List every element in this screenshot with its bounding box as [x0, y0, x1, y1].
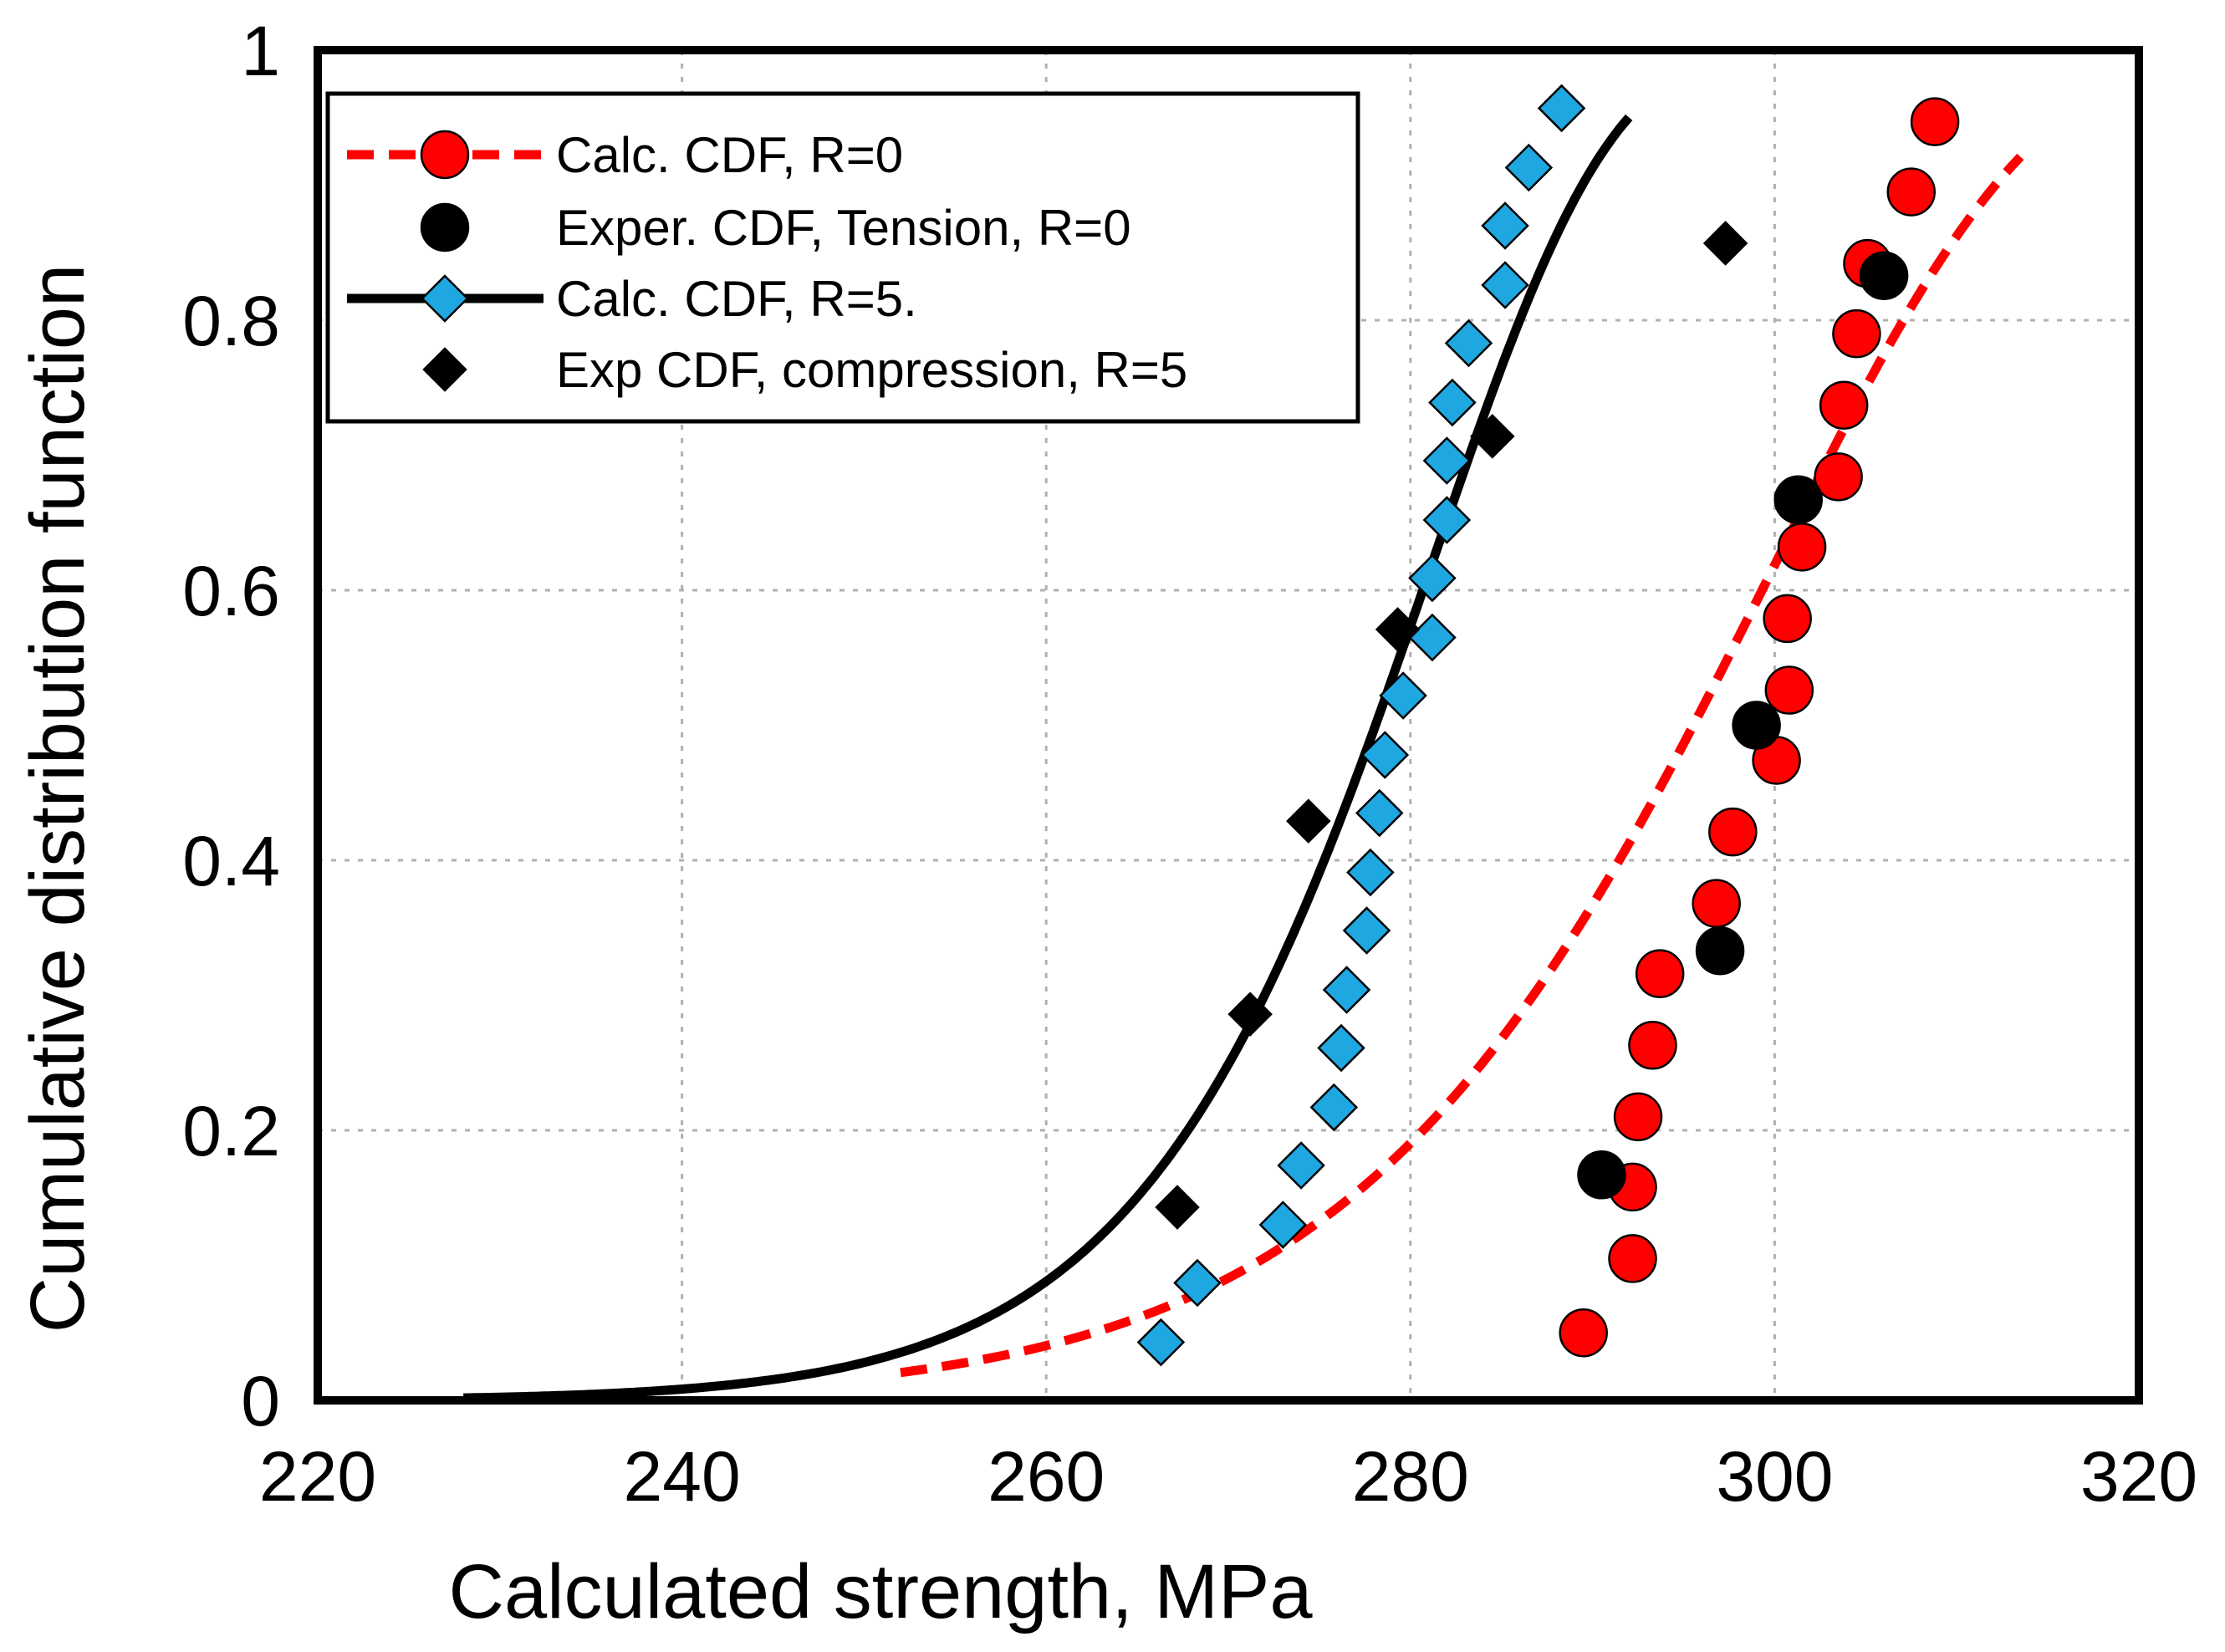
calc-cdf-r0-point — [1628, 1021, 1677, 1070]
legend-entries: Calc. CDF, R=0 Exper. CDF, Tension, R=0 Ca… — [347, 127, 1187, 398]
calc-cdf-r5-point — [1355, 788, 1404, 838]
calc-cdf-r5-point — [1408, 553, 1457, 603]
calc-cdf-r5-point — [1422, 496, 1472, 544]
calc-cdf-r5-point — [1322, 966, 1371, 1014]
legend-marker — [421, 274, 469, 323]
plot-frame — [314, 46, 2143, 1405]
calc-cdf-r5-point — [1428, 378, 1477, 427]
exper-cdf-tension-point — [1859, 251, 1909, 300]
exp-cdf-compression-point — [1286, 798, 1331, 844]
calc-cdf-r0-point — [1819, 380, 1869, 430]
calc-cdf-r5-point — [1258, 1201, 1308, 1249]
calc-cdf-r0-point — [1708, 807, 1758, 857]
legend-box — [325, 91, 1360, 424]
legend-entry: Calc. CDF, R=5. — [347, 271, 917, 327]
y-tick-label: 0.6 — [182, 552, 280, 630]
y-tick-label: 0 — [241, 1362, 280, 1440]
y-tick-label: 0.2 — [182, 1092, 280, 1170]
exper-cdf-tension-point — [1732, 701, 1781, 750]
calc-cdf-r0-point — [1832, 308, 1881, 359]
calc-cdf-r0-point — [1608, 1234, 1657, 1283]
y-axis-title: Cumulative distribution function — [15, 264, 100, 1333]
exper-cdf-tension-point — [1695, 925, 1745, 976]
calc-cdf-r5-point — [1481, 201, 1529, 250]
calc-cdf-r0-point — [1692, 879, 1741, 928]
calc-cdf-r5-point — [1379, 671, 1427, 720]
calc-cdf-r5-point — [1309, 1083, 1359, 1132]
x-tick-label: 260 — [987, 1437, 1105, 1516]
y-tick-label: 1 — [241, 12, 280, 90]
calc-cdf-r5-point — [1537, 84, 1586, 133]
calc-cdf-r0-point — [1635, 949, 1685, 998]
x-tick-label: 220 — [259, 1437, 376, 1516]
calc-cdf-r0-point — [1910, 97, 1960, 146]
exper-cdf-tension-point — [1773, 475, 1823, 525]
calc-cdf-r5-point — [1342, 906, 1391, 955]
calc-cdf-r0-point — [1559, 1308, 1608, 1358]
legend-label: Exper. CDF, Tension, R=0 — [556, 200, 1131, 256]
fitted-curves — [463, 114, 2024, 1403]
x-tick-label: 320 — [2080, 1437, 2197, 1516]
exp-cdf-compression-point — [1375, 607, 1421, 652]
calc-cdf-r0-curve — [900, 153, 2024, 1378]
x-tick-label: 240 — [624, 1437, 741, 1516]
data-markers — [1136, 84, 1960, 1367]
legend-entry: Exp CDF, compression, R=5 — [422, 342, 1187, 398]
calc-cdf-r5-point — [1317, 1023, 1365, 1073]
calc-cdf-r5-point — [1277, 1141, 1325, 1190]
legend-marker — [420, 202, 470, 252]
x-axis-title: Calculated strength, MPa — [449, 1549, 1314, 1634]
tick-labels: 220 240 260 280 300 320 0 0.2 0.4 0.6 0.8 1 — [182, 12, 2197, 1516]
calc-cdf-r5-point — [1422, 436, 1472, 485]
calc-cdf-r5-curve — [463, 114, 1633, 1403]
legend-label: Exp CDF, compression, R=5 — [556, 342, 1187, 398]
calc-cdf-r5-point — [1360, 731, 1410, 779]
calc-cdf-r0-point — [1613, 1092, 1663, 1142]
legend: Calc. CDF, R=0 Exper. CDF, Tension, R=0 Ca… — [325, 91, 1360, 424]
calc-cdf-r0-point — [1764, 665, 1814, 715]
calc-cdf-r0-point — [1814, 452, 1863, 502]
legend-marker — [420, 130, 470, 180]
x-tick-label: 280 — [1352, 1437, 1469, 1516]
exp-cdf-compression-point — [1470, 414, 1515, 459]
legend-entry: Calc. CDF, R=0 — [347, 127, 903, 183]
x-tick-label: 300 — [1716, 1437, 1833, 1516]
calc-cdf-r0-point — [1886, 167, 1936, 217]
y-tick-label: 0.4 — [182, 822, 280, 900]
calc-cdf-r5-point — [1504, 143, 1554, 192]
exp-cdf-compression-point — [1227, 992, 1273, 1037]
calc-cdf-r5-point — [1481, 261, 1529, 309]
calc-cdf-r5-point — [1136, 1318, 1186, 1367]
calc-cdf-r0-point — [1777, 523, 1827, 572]
calc-cdf-r5-point — [1444, 319, 1493, 368]
calc-cdf-r5-point — [1346, 848, 1395, 897]
legend-label: Calc. CDF, R=0 — [556, 127, 903, 183]
exp-cdf-compression-point — [1155, 1185, 1200, 1230]
legend-entry: Exper. CDF, Tension, R=0 — [420, 200, 1131, 256]
legend-marker — [422, 347, 467, 392]
exp-cdf-compression-point — [1702, 221, 1748, 266]
calc-cdf-r5-point — [1173, 1258, 1222, 1308]
exper-cdf-tension-point — [1577, 1150, 1626, 1200]
legend-label: Calc. CDF, R=5. — [556, 271, 917, 327]
y-tick-label: 0.8 — [182, 282, 280, 360]
calc-cdf-r0-point — [1763, 594, 1812, 644]
